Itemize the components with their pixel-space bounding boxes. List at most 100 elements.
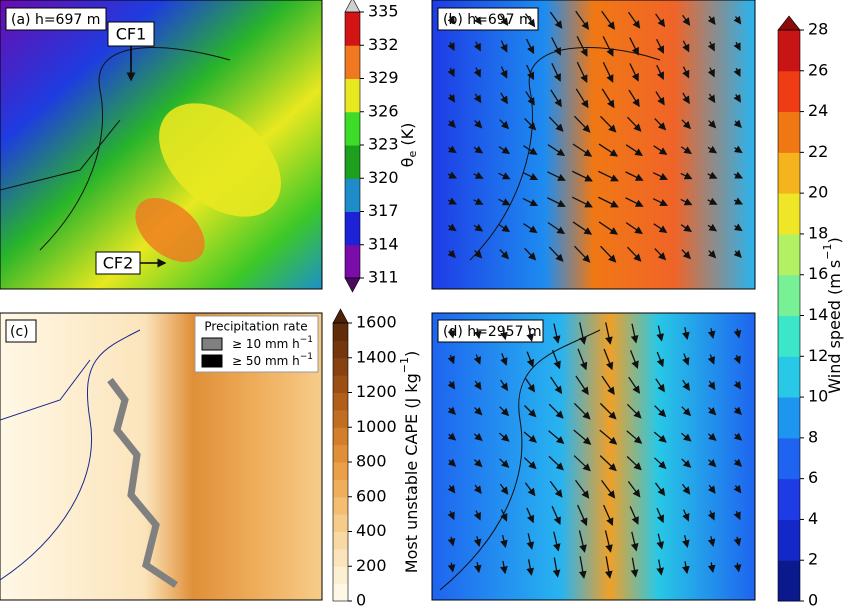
colorbar-segment: [778, 437, 800, 480]
wind-arrow: [523, 457, 537, 470]
wind-arrow: [603, 348, 614, 371]
wind-arrow: [500, 40, 508, 53]
wind-arrow: [625, 222, 643, 235]
colorbar-segment: [345, 244, 360, 279]
panel-label-box: [5, 7, 107, 31]
wind-arrow: [499, 458, 510, 469]
wind-arrow: [707, 41, 715, 52]
wind-arrow: [707, 197, 718, 205]
precip-area: [107, 377, 178, 588]
wind-arrow: [682, 561, 690, 575]
wind-arrow: [473, 328, 482, 340]
wind-arrow: [523, 223, 538, 234]
wind-arrow: [654, 118, 667, 131]
wind-arrow: [733, 41, 741, 51]
colorbar-label-text: Wind speed (m s: [825, 260, 844, 394]
colorbar-segment: [778, 30, 800, 72]
colorbar-segment: [778, 233, 800, 276]
wind-arrow: [473, 510, 481, 521]
wind-arrow: [473, 41, 481, 52]
wind-arrow: [655, 91, 665, 106]
colorbar-segment: [345, 111, 360, 146]
wind-arrow: [733, 249, 742, 259]
colorbar-tick-label: 314: [368, 234, 399, 253]
wind-arrow: [707, 328, 716, 339]
boundary: [0, 329, 141, 581]
wind-arrow: [707, 510, 715, 521]
panel-label: (c): [10, 324, 29, 340]
colorbar-label-sub: e: [406, 151, 419, 158]
wind-arrow: [601, 88, 615, 109]
colorbar-tick-label: 1600: [356, 313, 397, 332]
wind-arrow: [655, 13, 666, 28]
colorbar-tick-label: 18: [808, 223, 828, 242]
colorbar-segment: [778, 193, 800, 235]
colorbar-segment: [333, 514, 348, 532]
panel-label-box: [5, 319, 37, 343]
wind-arrow: [499, 406, 510, 417]
wind-arrow: [524, 117, 537, 131]
colorbar-tick-label: 329: [368, 68, 399, 87]
colorbar-label-after: (K): [398, 123, 417, 151]
legend-text: ≥ 10 mm h: [232, 337, 300, 351]
legend-label: ≥ 50 mm h−1: [232, 352, 313, 368]
wind-arrow: [707, 15, 716, 25]
wind-arrow: [680, 172, 693, 180]
colorbar-tick-label: 323: [368, 135, 399, 154]
wind-arrow: [627, 246, 642, 262]
legend-items: ≥ 10 mm h−1≥ 50 mm h−1: [201, 335, 313, 368]
wind-arrow: [473, 67, 481, 78]
wind-arrow: [447, 67, 455, 78]
annotation: CF1: [116, 25, 147, 44]
colorbar-segment: [333, 375, 348, 393]
wind-arrow: [707, 562, 716, 574]
colorbar-tick-label: 600: [356, 486, 387, 505]
colorbar-tick-label: 12: [808, 346, 828, 365]
wind-arrow: [523, 431, 537, 443]
wind-arrow: [654, 457, 667, 470]
wind-arrow: [573, 429, 592, 445]
wind-arrow: [548, 246, 564, 262]
wind-arrow: [525, 91, 535, 106]
wind-arrow: [707, 223, 718, 232]
wind-arrow: [576, 36, 588, 57]
wind-arrow: [498, 432, 510, 442]
wind-arrow: [626, 430, 643, 444]
map-field: [159, 103, 281, 217]
wind-arrow: [598, 170, 619, 182]
wind-arrow: [733, 562, 742, 573]
legend-label: ≥ 10 mm h−1: [232, 335, 313, 351]
wind-arrow: [551, 37, 561, 56]
wind-arrow: [707, 536, 716, 547]
wind-arrow: [653, 145, 668, 155]
wind-arrow: [498, 198, 511, 206]
wind-arrow: [578, 530, 587, 553]
wind-arrow: [447, 381, 456, 390]
map-panel: (a) h=697 m CF1 CF2: [0, 0, 323, 290]
wind-arrow: [681, 249, 691, 260]
wind-arrow: [473, 223, 484, 232]
colorbar-label-text: Most unstable CAPE (J kg: [402, 373, 421, 573]
colorbar-segment: [345, 145, 360, 179]
wind-arrow: [707, 354, 716, 365]
map-panel: (c) Precipitation rate ≥ 10 mm h−1≥ 50 m…: [0, 312, 323, 601]
panel-label: (b) h=697 m: [443, 12, 533, 28]
wind-arrow: [707, 432, 717, 441]
wind-arrow: [707, 484, 716, 494]
colorbar-tick-label: 26: [808, 60, 828, 79]
wind-arrow: [575, 375, 589, 396]
wind-arrow: [598, 196, 619, 208]
colorbar-segment: [778, 356, 800, 398]
wind-arrow: [500, 509, 508, 522]
wind-arrow: [652, 172, 668, 180]
wind-arrow: [733, 510, 741, 521]
wind-arrow: [681, 432, 692, 442]
colorbar-segment: [333, 462, 348, 480]
colorbar-tick-label: 326: [368, 101, 399, 120]
colorbar-segment: [778, 315, 800, 357]
wind-arrow: [547, 144, 566, 157]
wind-arrow: [447, 510, 455, 521]
colorbar-segment: [345, 45, 360, 79]
wind-arrow: [681, 483, 691, 495]
wind-arrow: [707, 380, 716, 391]
